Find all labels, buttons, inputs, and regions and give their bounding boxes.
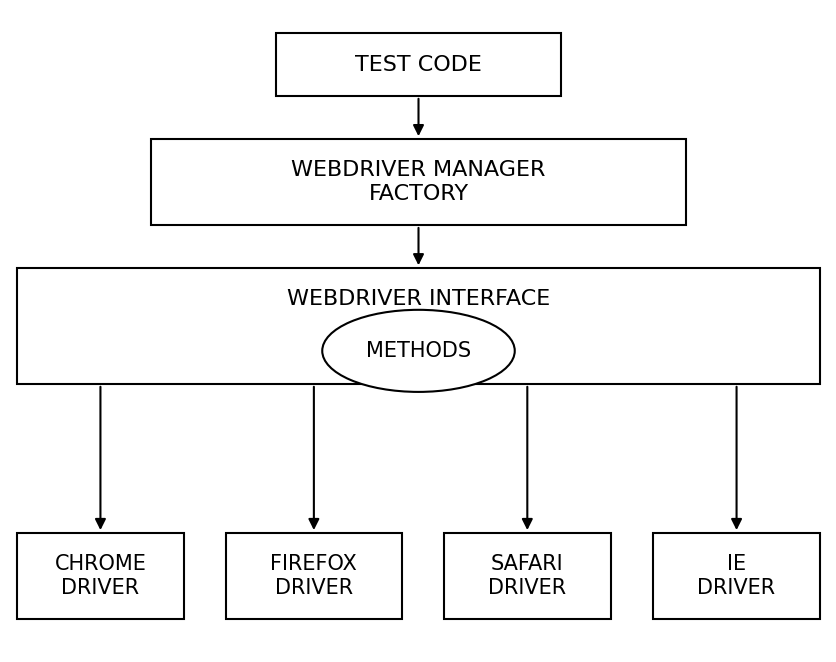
Text: WEBDRIVER MANAGER
FACTORY: WEBDRIVER MANAGER FACTORY <box>291 160 545 204</box>
FancyBboxPatch shape <box>276 33 560 96</box>
Text: IE
DRIVER: IE DRIVER <box>696 554 775 598</box>
FancyBboxPatch shape <box>17 533 184 619</box>
Text: TEST CODE: TEST CODE <box>354 54 482 75</box>
Text: FIREFOX
DRIVER: FIREFOX DRIVER <box>270 554 357 598</box>
FancyBboxPatch shape <box>652 533 819 619</box>
Text: CHROME
DRIVER: CHROME DRIVER <box>54 554 146 598</box>
FancyBboxPatch shape <box>226 533 401 619</box>
FancyBboxPatch shape <box>150 139 686 225</box>
FancyBboxPatch shape <box>17 268 819 384</box>
Text: SAFARI
DRIVER: SAFARI DRIVER <box>487 554 566 598</box>
Ellipse shape <box>322 310 514 392</box>
Text: WEBDRIVER INTERFACE: WEBDRIVER INTERFACE <box>287 289 549 309</box>
FancyBboxPatch shape <box>443 533 610 619</box>
Text: METHODS: METHODS <box>365 341 471 361</box>
